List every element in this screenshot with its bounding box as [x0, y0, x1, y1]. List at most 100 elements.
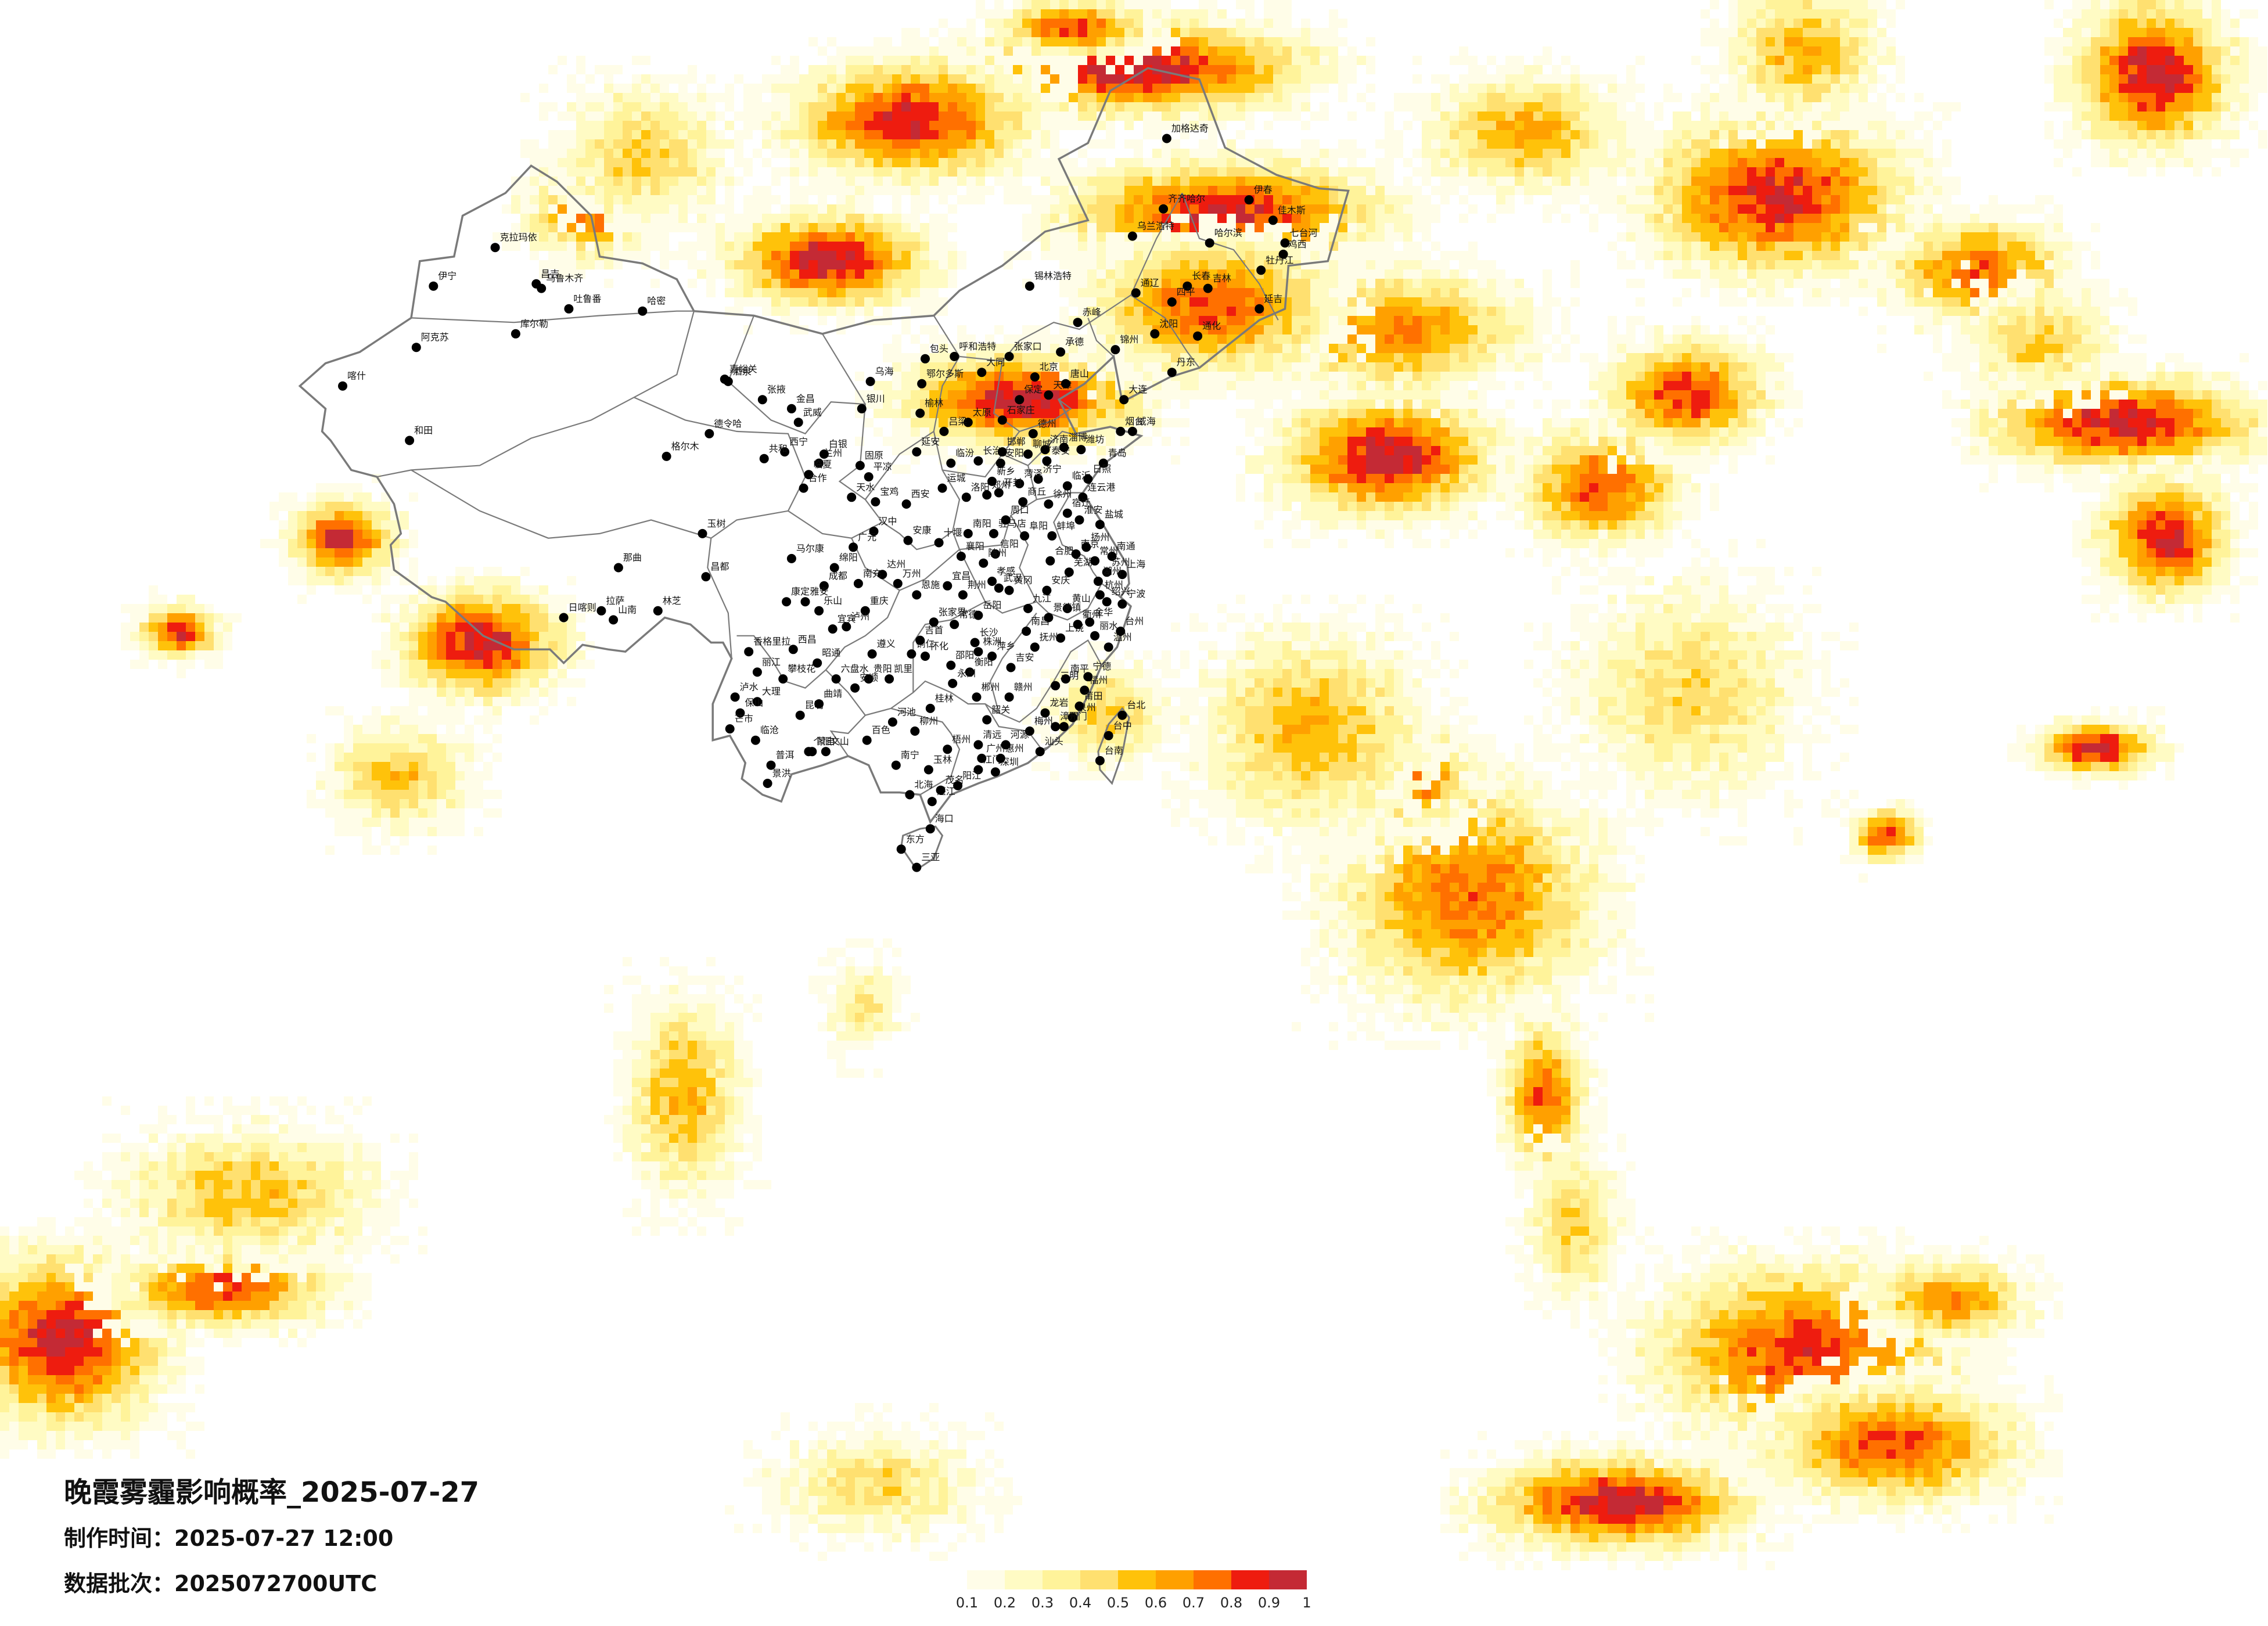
probability-cell	[1347, 149, 1357, 158]
probability-cell	[2184, 28, 2193, 37]
probability-cell	[1013, 353, 1022, 362]
probability-cell	[2100, 130, 2109, 139]
probability-cell	[2091, 418, 2100, 427]
probability-cell	[1245, 149, 1255, 158]
probability-cell	[1245, 28, 1255, 37]
probability-cell	[2007, 418, 2017, 427]
probability-cell	[2082, 0, 2091, 9]
probability-cell	[1347, 520, 1357, 530]
probability-cell	[892, 111, 901, 121]
probability-cell	[2119, 585, 2128, 595]
probability-cell	[1320, 167, 1329, 177]
probability-cell	[1217, 204, 1227, 214]
probability-cell	[2230, 585, 2240, 595]
probability-cell	[985, 65, 994, 74]
probability-cell	[1617, 251, 1626, 260]
probability-cell	[2165, 483, 2174, 492]
probability-cell	[1245, 409, 1255, 418]
probability-cell	[465, 697, 474, 706]
probability-cell	[2212, 418, 2221, 427]
probability-cell	[1738, 232, 1747, 242]
probability-cell	[1803, 195, 1812, 204]
probability-cell	[743, 232, 753, 242]
probability-cell	[948, 149, 957, 158]
probability-cell	[1766, 232, 1775, 242]
probability-cell	[771, 260, 781, 269]
probability-cell	[2156, 576, 2165, 585]
probability-cell	[1152, 149, 1162, 158]
probability-cell	[911, 56, 920, 65]
probability-cell	[985, 372, 994, 381]
probability-cell	[1264, 158, 1273, 167]
probability-cell	[883, 93, 892, 102]
probability-cell	[2091, 102, 2100, 111]
probability-cell	[1236, 492, 1245, 502]
probability-cell	[1189, 46, 1199, 56]
probability-cell	[2258, 74, 2267, 84]
probability-cell	[892, 400, 901, 409]
probability-cell	[1831, 288, 1840, 297]
probability-cell	[1468, 530, 1478, 539]
probability-cell	[2044, 102, 2054, 111]
probability-cell	[1134, 204, 1143, 214]
probability-cell	[2230, 130, 2240, 139]
probability-cell	[2100, 530, 2109, 539]
probability-cell	[2147, 121, 2156, 130]
probability-cell	[1208, 93, 1217, 102]
probability-cell	[1301, 409, 1310, 418]
probability-cell	[2249, 465, 2258, 474]
probability-cell	[1301, 74, 1310, 84]
probability-cell	[1282, 19, 1292, 28]
probability-cell	[920, 297, 929, 307]
probability-cell	[2221, 93, 2230, 102]
probability-cell	[427, 650, 437, 660]
probability-cell	[994, 325, 1004, 334]
probability-cell	[901, 418, 911, 427]
probability-cell	[2119, 734, 2128, 743]
probability-cell	[2082, 84, 2091, 93]
probability-cell	[1738, 279, 1747, 288]
probability-cell	[2184, 9, 2193, 19]
probability-cell	[1078, 186, 1087, 195]
probability-cell	[743, 251, 753, 260]
probability-cell	[2249, 520, 2258, 530]
probability-cell	[1320, 56, 1329, 65]
probability-cell	[1803, 167, 1812, 177]
probability-cell	[1013, 362, 1022, 372]
probability-cell	[2072, 28, 2082, 37]
probability-cell	[2174, 576, 2184, 585]
probability-cell	[799, 279, 808, 288]
probability-cell	[1747, 186, 1756, 195]
probability-cell	[2035, 427, 2044, 437]
probability-cell	[1320, 177, 1329, 186]
probability-cell	[1951, 418, 1961, 427]
probability-cell	[929, 177, 939, 186]
probability-cell	[1719, 186, 1728, 195]
probability-cell	[1366, 177, 1375, 186]
probability-cell	[2221, 585, 2230, 595]
probability-cell	[874, 37, 883, 46]
probability-cell	[2212, 65, 2221, 74]
probability-cell	[911, 400, 920, 409]
probability-cell	[1366, 446, 1375, 455]
probability-cell	[2100, 576, 2109, 585]
probability-cell	[437, 641, 446, 650]
probability-cell	[1403, 530, 1412, 539]
probability-cell	[2156, 492, 2165, 502]
probability-cell	[2044, 483, 2054, 492]
probability-cell	[1357, 195, 1366, 204]
probability-cell	[2212, 530, 2221, 539]
probability-cell	[1329, 418, 1338, 427]
probability-cell	[1143, 74, 1152, 84]
probability-cell	[1329, 400, 1338, 409]
probability-cell	[483, 669, 493, 678]
probability-cell	[2128, 418, 2137, 427]
probability-cell	[2063, 446, 2072, 455]
probability-cell	[2212, 149, 2221, 158]
probability-cell	[2156, 149, 2165, 158]
probability-cell	[892, 409, 901, 418]
probability-cell	[1636, 232, 1645, 242]
probability-cell	[2017, 418, 2026, 427]
probability-cell	[1701, 232, 1710, 242]
probability-cell	[2249, 46, 2258, 56]
